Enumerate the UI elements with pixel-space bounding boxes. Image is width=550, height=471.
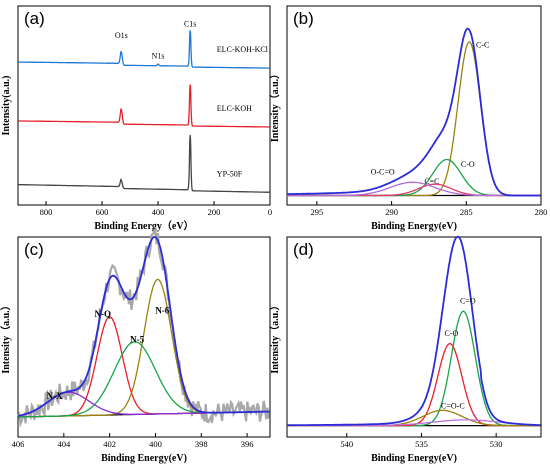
series-label: YP-50F	[217, 169, 243, 178]
y-axis-label: Intensity(a.u.)	[1, 75, 12, 135]
x-tick-label: 600	[96, 207, 109, 217]
envelope-line	[17, 235, 271, 417]
y-axis-label: Intensity（a.u.）	[268, 69, 281, 142]
component-label: N-X	[47, 391, 63, 401]
x-tick-label: 406	[12, 439, 25, 449]
panel-b-c1s: (b) 295 290 285 280 Binding Energy(eV) Intensi…	[268, 5, 548, 232]
component-label: N-Q	[95, 309, 112, 319]
x-axis-label: Binding Energy（eV）	[94, 219, 193, 232]
x-tick-label: 800	[40, 207, 53, 217]
component-label: C=O	[460, 297, 476, 306]
x-tick-label: 398	[195, 439, 208, 449]
x-tick-label: 396	[241, 439, 254, 449]
component-peak-line	[287, 343, 541, 427]
panel-tag: (c)	[24, 240, 44, 259]
x-tick-label: 530	[490, 439, 503, 449]
series-label: ELC-KOH	[217, 104, 252, 113]
component-label: N-6	[155, 305, 169, 315]
y-axis-label: Intensity（a.u.）	[268, 300, 281, 373]
peak-label: C1s	[184, 20, 196, 29]
series-line	[18, 134, 270, 193]
component-label: C=O-C	[441, 401, 465, 410]
envelope-line	[287, 27, 541, 197]
plot-frame	[17, 236, 271, 438]
x-tick-label: 295	[311, 207, 324, 217]
envelope-line	[287, 235, 541, 427]
x-tick-label: 200	[208, 207, 221, 217]
x-tick-label: 285	[460, 207, 473, 217]
x-tick-label: 290	[385, 207, 398, 217]
x-axis-label: Binding Energy(eV)	[371, 221, 457, 232]
x-axis-label: Binding Energy(eV)	[101, 453, 187, 464]
panel-a-survey: (a) 800 600 400 200 0 Binding Energy（eV） Intens…	[1, 5, 272, 232]
x-tick-label: 280	[535, 207, 548, 217]
series-line	[18, 84, 270, 128]
peak-label: N1s	[152, 52, 165, 61]
peak-label: O1s	[115, 31, 128, 40]
x-tick-label: 400	[149, 439, 162, 449]
component-label: C-C	[476, 41, 489, 50]
component-peak-line	[287, 409, 541, 427]
panel-tag: (b)	[293, 9, 314, 28]
x-tick-label: 540	[340, 439, 353, 449]
x-tick-label: 535	[415, 439, 428, 449]
plot-frame	[17, 5, 271, 206]
panel-tag: (d)	[293, 240, 314, 259]
panel-tag: (a)	[24, 9, 45, 28]
y-axis-label: Intensity（a.u.）	[0, 300, 12, 373]
component-peak-line	[287, 41, 541, 197]
plot-frame	[286, 5, 542, 206]
x-axis-label: Binding Energy(eV)	[371, 453, 457, 464]
component-label: N-5	[130, 334, 144, 344]
x-tick-label: 0	[268, 207, 272, 217]
panel-c-n1s: (c) 406 404 402 400 398 396 Binding Energy(eV) I…	[0, 228, 271, 464]
component-label: C-O	[461, 160, 475, 169]
plot-frame	[286, 236, 542, 438]
x-tick-label: 400	[152, 207, 165, 217]
series-line	[18, 30, 270, 69]
component-label: O-C=O	[371, 168, 395, 177]
x-tick-label: 404	[57, 439, 71, 449]
x-tick-label: 402	[103, 439, 116, 449]
panel-d-o1s: (d) 540 535 530 Binding Energy(eV) Intensity（…	[268, 235, 542, 464]
raw-data-line	[17, 228, 270, 428]
series-label: ELC-KOH-KCl	[217, 45, 269, 54]
component-label: C=C	[424, 177, 439, 186]
component-peak-line	[287, 310, 541, 427]
component-label: C-O	[444, 329, 458, 338]
component-peak-line	[287, 181, 541, 197]
